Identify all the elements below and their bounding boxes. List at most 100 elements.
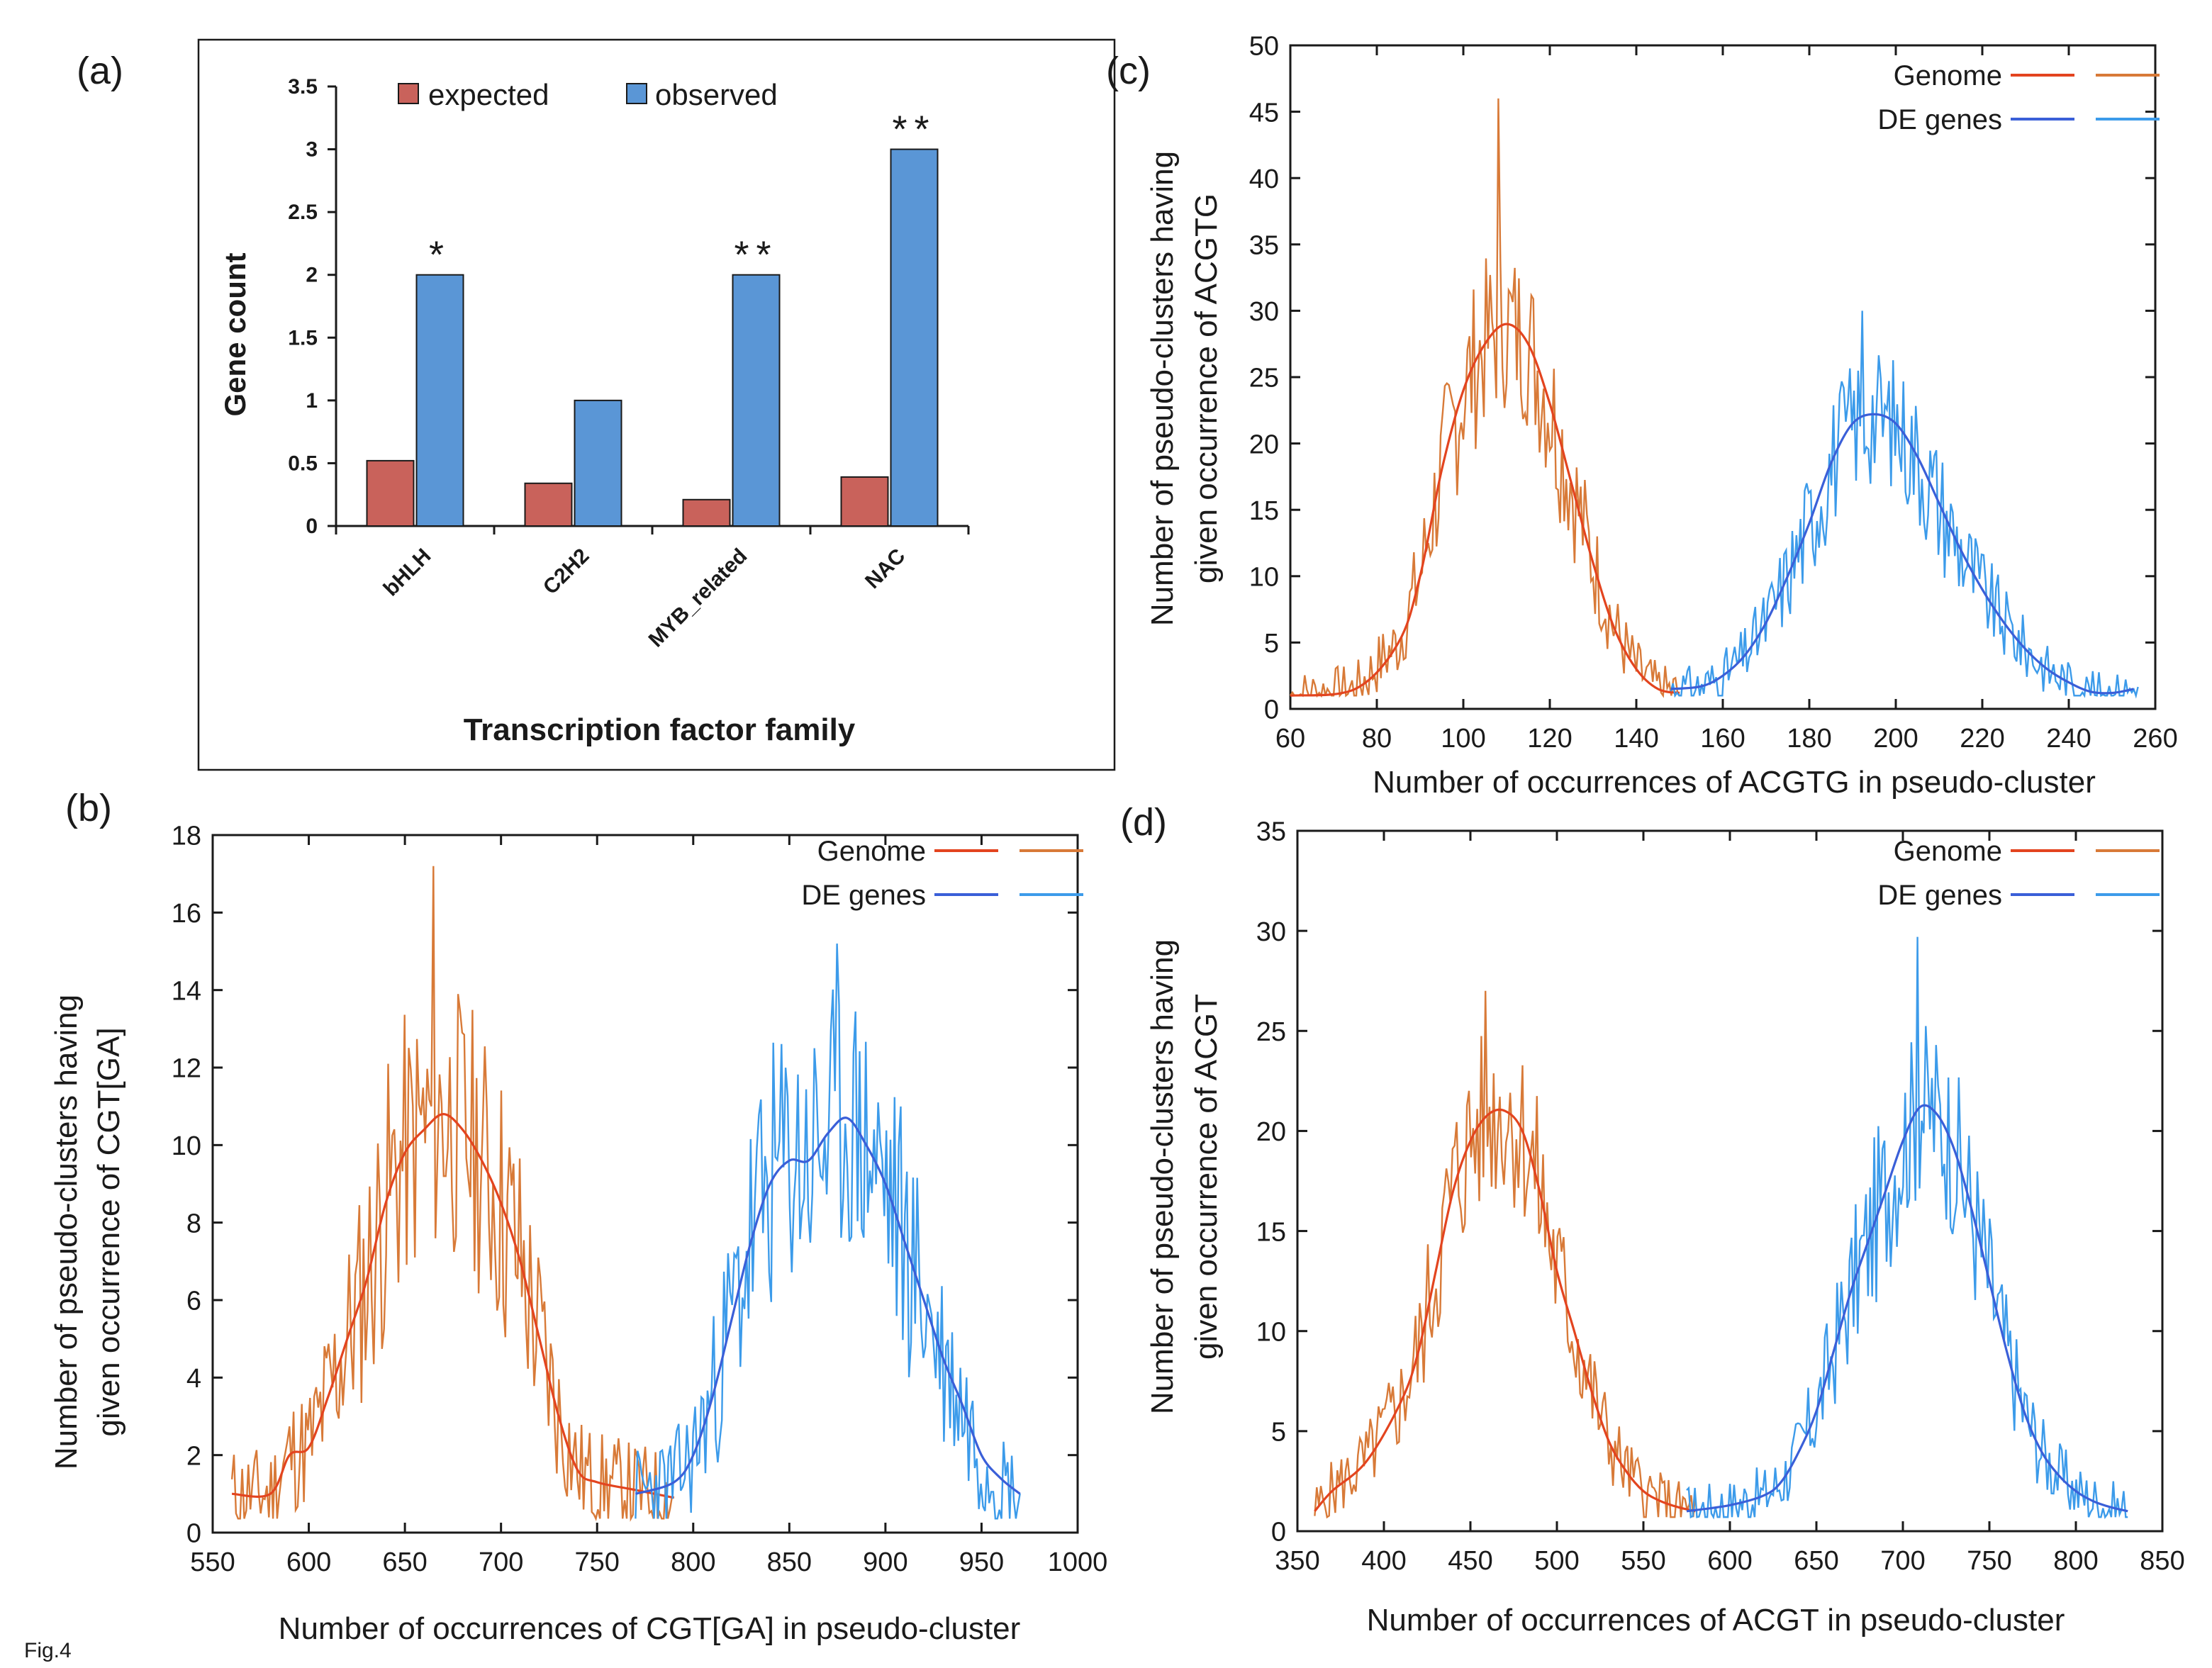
a-bar-expected-C2H2 <box>524 482 573 527</box>
a-bar-observed-C2H2 <box>574 399 622 527</box>
panel-b-label: (b) <box>65 787 112 829</box>
panel-b-line-chart: (b) 550 600 650 700 750 800 850 900 950 1000 0 2 4 6 8… <box>49 787 1107 1646</box>
d-series-1-raw-line <box>1686 936 2128 1520</box>
a-bar-observed-NAC <box>890 148 939 527</box>
c-series-0-raw-line <box>1289 98 1681 698</box>
d-x-tick-label: 550 <box>1621 1546 1665 1576</box>
b-x-tick-label: 550 <box>190 1547 235 1577</box>
a-significance-mark: ** <box>734 234 778 276</box>
c-series-1-smoothed-line <box>1670 413 2134 695</box>
b-y-tick-label: 0 <box>186 1519 201 1549</box>
c-y-tick-label: 30 <box>1249 297 1279 327</box>
c-y-tick-label: 5 <box>1264 629 1279 659</box>
b-legend-label-1: DE genes <box>801 880 926 911</box>
panel-c-label: (c) <box>1106 50 1151 92</box>
b-series-1-smoothed-line <box>635 1116 1021 1495</box>
b-series-0-smoothed-line <box>231 1112 675 1499</box>
a-x-tick-label: NAC <box>861 544 910 593</box>
d-y-tick-label: 25 <box>1256 1017 1286 1047</box>
d-x-tick-label: 850 <box>2140 1546 2184 1576</box>
b-x-tick-label: 900 <box>863 1547 907 1577</box>
c-series-0-smoothed-line <box>1290 323 1680 697</box>
a-significance-mark: ** <box>892 108 936 151</box>
d-x-tick-label: 400 <box>1361 1546 1406 1576</box>
panel-a-plot-area: 0 0.5 1 1.5 2 2.5 3 3.5 * bHLH C2H2 ** MYB_related **… <box>288 75 970 652</box>
a-bar-observed-MYB_related <box>732 274 781 527</box>
d-x-tick-label: 650 <box>1794 1546 1838 1576</box>
b-y-tick-label: 10 <box>172 1131 201 1161</box>
a-bar-expected-NAC <box>840 476 889 527</box>
b-x-tick-label: 800 <box>671 1547 715 1577</box>
b-y-tick-label: 6 <box>186 1287 201 1316</box>
b-legend-label-0: Genome <box>817 836 926 867</box>
d-series-0-smoothed-line <box>1314 1108 1696 1513</box>
d-series-1-smoothed-line <box>1686 1104 2128 1513</box>
d-series-0-raw-line <box>1314 990 1697 1519</box>
b-x-tick-label: 850 <box>767 1547 812 1577</box>
d-x-tick-label: 600 <box>1707 1546 1752 1576</box>
legend-label-observed: observed <box>655 78 778 111</box>
c-x-tick-label: 240 <box>2046 724 2091 754</box>
c-y-tick-label: 40 <box>1249 164 1279 194</box>
b-series-1-raw-line <box>635 944 1021 1520</box>
d-x-tick-label: 500 <box>1534 1546 1579 1576</box>
panel-c-line-chart: (c) 60 80 100 120 140 160 180 200 220 240 260 0 5 10 1… <box>1106 32 2178 800</box>
b-y-tick-label: 16 <box>172 899 201 929</box>
panel-a-bar-chart: (a) 0 0.5 1 1.5 2 2.5 3 3.5 * bHLH C2H2 ** MYB_relat… <box>77 38 1116 771</box>
c-legend-label-1: DE genes <box>1877 104 2002 135</box>
legend-swatch-observed <box>626 83 647 104</box>
panel-c-y-axis-title-line2: given occurrence of ACGTG <box>1189 194 1224 583</box>
a-bar-observed-bHLH <box>415 274 464 527</box>
legend-label-expected: expected <box>428 78 549 111</box>
d-x-tick-label: 750 <box>1967 1546 2011 1576</box>
panel-b-y-axis-title-line2: given occurrence of CGT[GA] <box>91 1027 126 1436</box>
c-y-tick-label: 25 <box>1249 364 1279 393</box>
panel-c-plot-area: 60 80 100 120 140 160 180 200 220 240 260 0 5 10 15 20 2… <box>1249 32 2178 754</box>
b-plot-border <box>211 834 1079 1534</box>
c-plot-border <box>1289 44 2157 710</box>
c-y-tick-label: 35 <box>1249 230 1279 260</box>
d-y-tick-label: 5 <box>1271 1418 1286 1448</box>
c-legend-label-0: Genome <box>1894 60 2002 91</box>
panel-d-label: (d) <box>1120 801 1167 844</box>
panel-a-x-axis-title: Transcription factor family <box>464 712 856 747</box>
d-legend-label-1: DE genes <box>1877 880 2002 911</box>
b-series-0-raw-line <box>230 866 674 1522</box>
a-y-tick-label: 2.5 <box>288 201 318 224</box>
c-x-tick-label: 260 <box>2133 724 2177 754</box>
c-x-tick-label: 60 <box>1275 724 1305 754</box>
a-y-tick-label: 2 <box>306 264 318 287</box>
a-y-tick-label: 3 <box>306 138 318 162</box>
d-x-tick-label: 350 <box>1275 1546 1319 1576</box>
a-significance-mark: * <box>429 234 451 276</box>
b-x-tick-label: 750 <box>575 1547 620 1577</box>
c-x-tick-label: 80 <box>1362 724 1392 754</box>
c-x-tick-label: 120 <box>1527 724 1572 754</box>
b-y-tick-label: 4 <box>186 1364 201 1394</box>
d-y-tick-label: 10 <box>1256 1317 1286 1347</box>
c-x-tick-label: 160 <box>1700 724 1745 754</box>
d-legend-label-0: Genome <box>1894 836 2002 867</box>
a-x-tick-label: MYB_related <box>644 544 752 652</box>
panel-a-frame <box>197 38 1116 771</box>
a-y-tick-label: 0.5 <box>288 452 318 475</box>
legend-swatch-expected <box>398 83 419 104</box>
panel-b-plot-area: 550 600 650 700 750 800 850 900 950 1000 0 2 4 6 8 10 12… <box>172 822 1108 1577</box>
c-x-tick-label: 140 <box>1614 724 1658 754</box>
c-y-tick-label: 45 <box>1249 98 1279 128</box>
c-y-tick-label: 15 <box>1249 496 1279 526</box>
a-y-tick-label: 3.5 <box>288 75 318 99</box>
c-series-1-raw-line <box>1670 310 2139 699</box>
c-y-tick-label: 20 <box>1249 430 1279 459</box>
d-y-tick-label: 0 <box>1271 1518 1286 1547</box>
panel-a-y-axis-title: Gene count <box>218 252 252 416</box>
b-y-tick-label: 12 <box>172 1054 201 1084</box>
d-y-tick-label: 30 <box>1256 917 1286 947</box>
c-y-tick-label: 0 <box>1264 695 1279 725</box>
c-x-tick-label: 100 <box>1441 724 1485 754</box>
a-y-tick-label: 1 <box>306 389 318 413</box>
c-x-tick-label: 220 <box>1960 724 2004 754</box>
a-x-tick-label: C2H2 <box>539 544 594 600</box>
a-x-tick-label: bHLH <box>379 544 436 601</box>
